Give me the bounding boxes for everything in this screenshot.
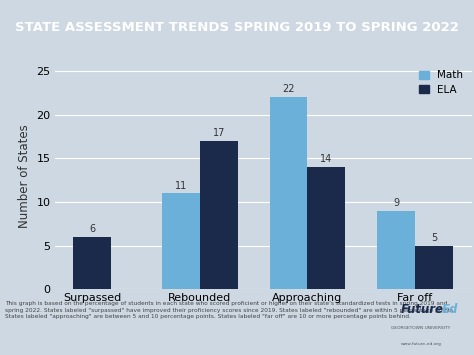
Y-axis label: Number of States: Number of States: [18, 124, 31, 228]
Bar: [270, 97, 308, 289]
Text: This graph is based on the percentage of students in each state who scored profi: This graph is based on the percentage of…: [5, 301, 455, 319]
Text: www.future-ed.org: www.future-ed.org: [401, 342, 441, 346]
Text: GEORGETOWN UNIVERSITY: GEORGETOWN UNIVERSITY: [391, 326, 450, 330]
Bar: [415, 246, 453, 289]
Text: Ed: Ed: [442, 304, 458, 316]
Text: 9: 9: [393, 198, 399, 208]
Bar: [73, 237, 111, 289]
Text: Future: Future: [401, 304, 444, 316]
Text: 6: 6: [89, 224, 95, 234]
Text: 22: 22: [283, 84, 295, 94]
Text: 11: 11: [175, 181, 187, 191]
Text: 17: 17: [212, 128, 225, 138]
Bar: [162, 193, 200, 289]
Bar: [308, 167, 345, 289]
Bar: [200, 141, 237, 289]
Text: STATE ASSESSMENT TRENDS SPRING 2019 TO SPRING 2022: STATE ASSESSMENT TRENDS SPRING 2019 TO S…: [15, 21, 459, 34]
Text: 5: 5: [431, 233, 437, 243]
Text: 14: 14: [320, 154, 332, 164]
Legend: Math, ELA: Math, ELA: [415, 67, 466, 98]
Bar: [377, 211, 415, 289]
